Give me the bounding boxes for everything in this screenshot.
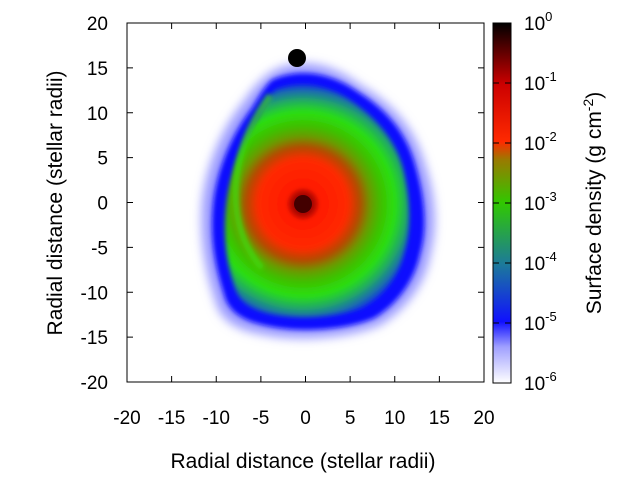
x-tick-label: 15 [429,408,450,429]
y-tick-label: -10 [81,283,108,304]
colorbar-tick-label: 10-1 [524,69,557,95]
y-tick-label: 20 [87,14,108,35]
x-tick-label: 20 [473,408,494,429]
y-axis-ticks: 20 15 10 5 0 -5 -10 -15 -20 [81,14,484,394]
spiral-arm [232,93,273,271]
colorbar-label-close: ) [583,92,606,99]
colorbar-label: Surface density (g cm-2) [580,92,606,315]
x-axis-ticks: -20 -15 -10 -5 0 5 10 15 20 [113,23,495,429]
y-tick-label: -20 [81,373,108,394]
y-axis-label: Radial distance (stellar radii) [44,71,67,336]
colorbar-label-exponent: -2 [580,99,596,112]
y-tick-label: 10 [87,104,108,125]
x-tick-label: 5 [345,408,356,429]
x-tick-label: 10 [384,408,405,429]
x-tick-label: 0 [300,408,311,429]
y-tick-label: -5 [91,238,108,259]
colorbar-tick-label: 10-2 [524,129,557,155]
surface-density-map [201,49,435,339]
disk-body [224,84,410,318]
companion-body [288,49,306,67]
colorbar-tick-label: 100 [524,9,552,35]
colorbar-tick-label: 10-5 [524,309,557,335]
colorbar-tick-label: 10-6 [524,369,557,395]
x-tick-label: -15 [158,408,185,429]
y-tick-label: 5 [97,149,108,170]
central-star-halo [289,190,317,218]
x-axis-label: Radial distance (stellar radii) [171,450,436,473]
y-tick-label: 0 [97,194,108,215]
colorbar-tick-label: 10-4 [524,249,557,275]
y-tick-label: -15 [81,328,108,349]
x-tick-label: -20 [113,408,140,429]
x-tick-label: -5 [252,408,269,429]
colorbar-ticks: 100 10-1 10-2 10-3 10-4 10-5 10-6 [493,9,557,395]
colorbar-tick-label: 10-3 [524,189,557,215]
x-tick-label: -10 [203,408,230,429]
colorbar-label-text: Surface density (g cm [583,111,606,314]
y-tick-label: 15 [87,59,108,80]
